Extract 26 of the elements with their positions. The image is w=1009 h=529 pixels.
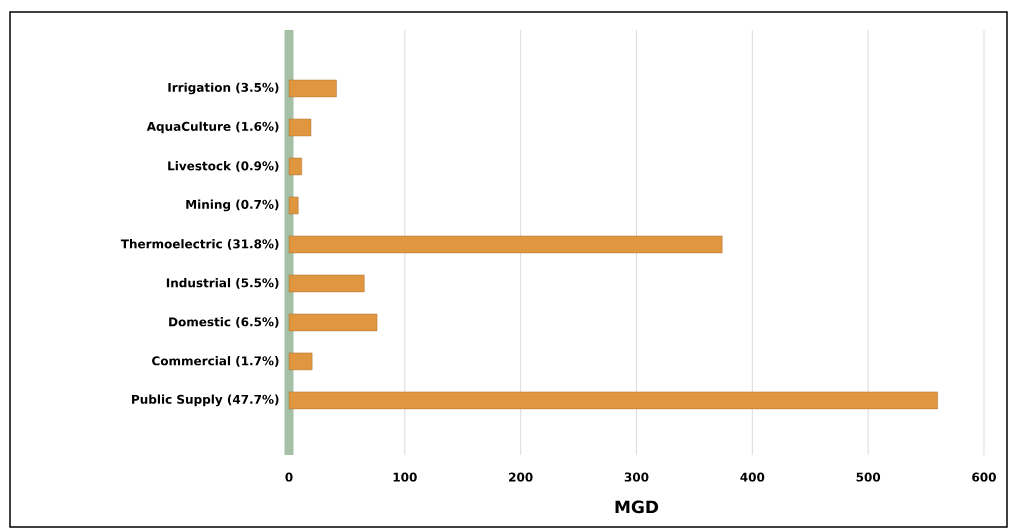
x-tick-label: 400 <box>740 472 765 482</box>
y-tick-label: Livestock (0.9%) <box>168 161 279 172</box>
bar <box>288 157 302 176</box>
y-tick-label: Mining (0.7%) <box>186 199 279 212</box>
bar <box>288 274 365 293</box>
x-tick-label: 200 <box>509 472 533 482</box>
bar <box>288 391 938 410</box>
y-tick-label: Irrigation (3.5%) <box>168 82 279 95</box>
y-tick-label: Public Supply (47.7%) <box>132 394 279 407</box>
y-tick-label: Domestic (6.5%) <box>169 317 279 328</box>
x-tick-label: 500 <box>856 472 881 482</box>
bar <box>288 352 313 371</box>
y-tick-label: Thermoelectric (31.8%) <box>120 239 279 250</box>
bar <box>288 79 337 98</box>
bar <box>288 196 299 215</box>
y-tick-label: AquaCulture (1.6%) <box>146 121 279 134</box>
x-tick-label: 300 <box>624 472 649 482</box>
x-tick-label: 100 <box>393 472 417 482</box>
x-tick-label: 0 <box>285 472 293 482</box>
x-axis-title: MGD <box>615 500 659 514</box>
bar <box>288 118 312 137</box>
bar <box>288 313 378 332</box>
x-tick-label: 600 <box>972 472 996 482</box>
bar <box>288 235 723 254</box>
y-tick-label: Industrial (5.5%) <box>166 278 279 289</box>
y-tick-label: Commercial (1.7%) <box>152 356 279 367</box>
